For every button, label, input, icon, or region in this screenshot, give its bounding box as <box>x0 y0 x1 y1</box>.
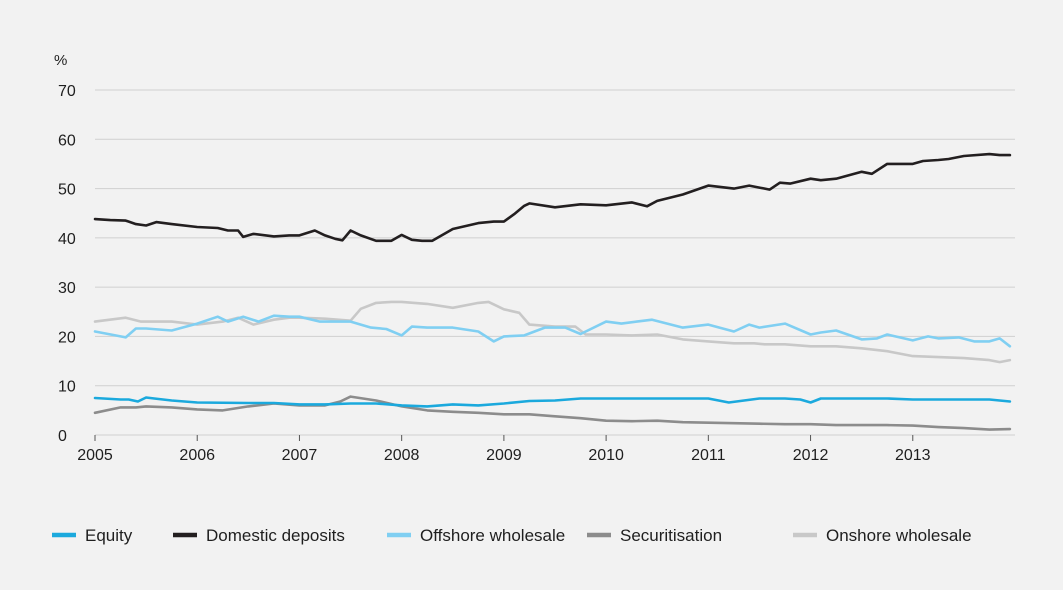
x-tick-label: 2013 <box>895 447 931 464</box>
legend-label: Domestic deposits <box>206 526 345 545</box>
x-tick-label: 2009 <box>486 447 522 464</box>
y-tick-label: 20 <box>58 329 76 346</box>
legend-item: Domestic deposits <box>173 526 345 545</box>
series-line-onshore-wholesale <box>93 300 1012 364</box>
y-tick-label: 40 <box>58 231 76 248</box>
y-tick-label: 10 <box>58 379 76 396</box>
y-tick-label: 60 <box>58 132 76 149</box>
series-line-domestic-deposits <box>93 152 1012 243</box>
x-tick-label: 2005 <box>77 447 113 464</box>
series-line-securitisation <box>93 395 1012 431</box>
legend-item: Securitisation <box>587 526 722 545</box>
x-tick-label: 2008 <box>384 447 420 464</box>
y-tick-label: 30 <box>58 280 76 297</box>
y-tick-label: 50 <box>58 182 76 199</box>
x-tick-label: 2007 <box>282 447 318 464</box>
y-axis-ticks: 0 10 20 30 40 50 60 70 <box>58 83 76 445</box>
y-tick-label: 0 <box>58 428 67 445</box>
x-tick-label: 2011 <box>691 447 726 464</box>
legend-item: Onshore wholesale <box>793 526 972 545</box>
legend: Equity Domestic deposits Offshore wholesal… <box>52 526 972 545</box>
x-tick-label: 2006 <box>179 447 215 464</box>
x-axis-ticks: 2005 2006 2007 2008 2009 2010 2011 2012 2013 <box>77 435 931 464</box>
series-line-offshore-wholesale <box>93 314 1012 348</box>
legend-item: Offshore wholesale <box>387 526 565 545</box>
legend-label: Onshore wholesale <box>826 526 972 545</box>
legend-label: Securitisation <box>620 526 722 545</box>
legend-label: Equity <box>85 526 133 545</box>
series-lines <box>93 152 1012 431</box>
series-line-equity <box>93 396 1012 408</box>
x-tick-label: 2010 <box>588 447 624 464</box>
gridlines <box>95 89 1015 436</box>
y-axis-unit-label: % <box>54 52 67 69</box>
y-tick-label: 70 <box>58 83 76 100</box>
x-tick-label: 2012 <box>793 447 829 464</box>
legend-item: Equity <box>52 526 133 545</box>
legend-label: Offshore wholesale <box>420 526 565 545</box>
